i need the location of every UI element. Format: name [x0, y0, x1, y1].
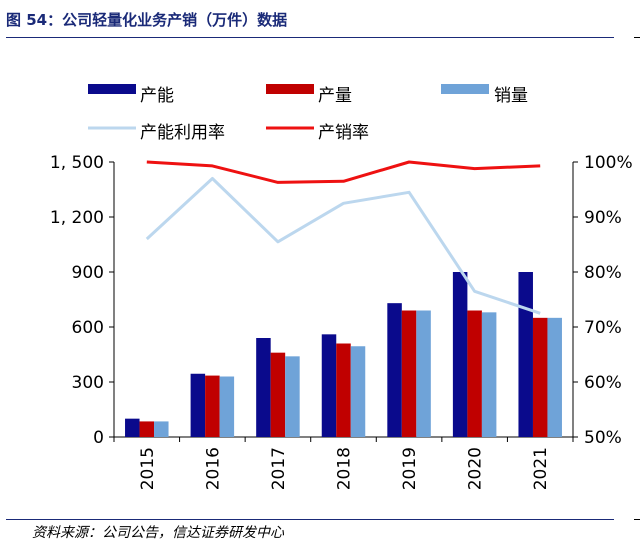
bar-产能-2018: [321, 334, 337, 437]
bar-产能-2019: [387, 303, 402, 437]
y-left-tick-label: 900: [72, 263, 104, 283]
y-right-tick-label: 50%: [584, 428, 622, 448]
bar-产能-2017: [256, 338, 271, 437]
x-tick-label: 2021: [531, 447, 551, 490]
title-divider: [6, 37, 614, 38]
y-left-tick-label: 0: [93, 428, 104, 448]
bar-销量-2019: [416, 310, 431, 437]
y-left-tick-label: 1, 200: [50, 208, 104, 228]
bar-销量-2018: [350, 346, 366, 437]
y-right-tick-label: 90%: [584, 208, 622, 228]
line-产销率: [146, 160, 541, 184]
right-edge-tick-bottom: [634, 519, 640, 520]
legend-label-产量: 产量: [318, 86, 352, 106]
source-note: 资料来源：公司公告，信达证券研发中心: [32, 525, 284, 541]
bar-产量-2016: [205, 375, 220, 437]
x-tick-label: 2019: [400, 447, 420, 490]
x-tick-label: 2020: [466, 447, 486, 490]
source-divider: [6, 519, 614, 520]
legend-label-产能: 产能: [140, 86, 174, 106]
x-tick-label: 2018: [335, 447, 355, 490]
y-right-tick-label: 70%: [584, 318, 622, 338]
x-tick-label: 2017: [269, 447, 289, 490]
bar-销量-2015: [154, 421, 169, 437]
y-right-tick-label: 100%: [584, 153, 633, 173]
legend-swatch-产能: [88, 84, 136, 94]
right-edge-tick-top: [634, 37, 640, 38]
bar-产量-2015: [139, 421, 155, 437]
bar-销量-2017: [285, 356, 300, 437]
legend-label-产能利用率: 产能利用率: [140, 123, 225, 143]
legend-swatch-销量: [441, 84, 489, 94]
y-right-tick-label: 80%: [584, 263, 622, 283]
chart-title: 图 54：公司轻量化业务产销（万件）数据: [6, 11, 288, 29]
line-产能利用率: [145, 177, 541, 315]
x-tick-label: 2015: [138, 447, 158, 490]
bar-销量-2016: [219, 376, 235, 437]
bar-产能-2021: [518, 272, 533, 437]
bar-销量-2021: [547, 317, 562, 437]
y-left-tick-label: 600: [72, 318, 104, 338]
y-left-tick-label: 300: [72, 373, 104, 393]
bar-产量-2021: [532, 317, 548, 437]
bar-产能-2016: [190, 373, 206, 437]
bar-产量-2018: [336, 343, 351, 437]
x-tick-label: 2016: [203, 447, 223, 490]
bar-产量-2019: [401, 310, 417, 437]
bar-产能-2015: [125, 418, 140, 437]
bar-销量-2020: [481, 312, 497, 437]
y-left-tick-label: 1, 500: [50, 153, 104, 173]
bar-产量-2020: [467, 310, 482, 437]
legend-label-销量: 销量: [494, 86, 528, 106]
bar-产能-2020: [452, 272, 468, 437]
legend-swatch-产量: [266, 84, 314, 94]
y-right-tick-label: 60%: [584, 373, 622, 393]
legend-label-产销率: 产销率: [318, 123, 369, 143]
bar-产量-2017: [270, 352, 286, 437]
